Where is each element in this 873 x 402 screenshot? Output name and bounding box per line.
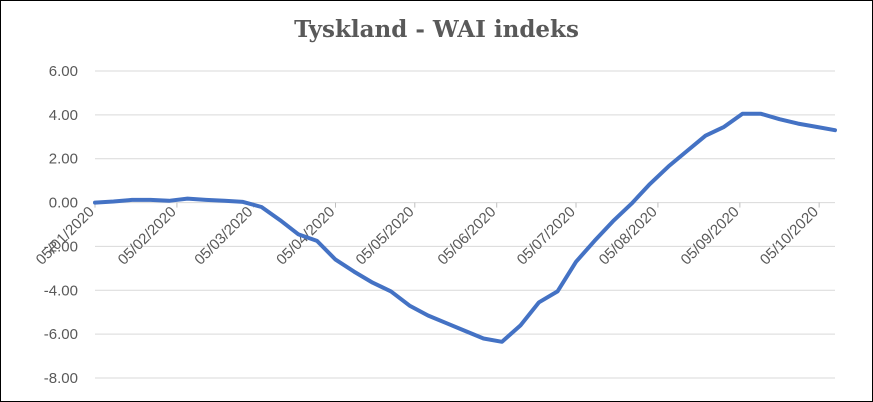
x-tick-label: 05/03/2020: [191, 203, 256, 268]
x-tick-label: 05/05/2020: [353, 203, 418, 268]
x-tick-label: 05/07/2020: [514, 203, 579, 268]
y-tick-label: -2.00: [44, 238, 78, 255]
y-tick-label: 6.00: [49, 63, 78, 80]
x-tick-label: 05/01/2020: [33, 203, 98, 268]
chart-title: Tyskland - WAI indeks: [294, 16, 579, 43]
x-tick-label: 05/06/2020: [434, 203, 499, 268]
y-tick-label: -8.00: [44, 370, 78, 387]
x-tick-label: 05/08/2020: [596, 203, 661, 268]
y-tick-label: 0.00: [49, 195, 78, 212]
y-tick-label: 2.00: [49, 151, 78, 168]
y-tick-label: 4.00: [49, 107, 78, 124]
y-tick-label: -6.00: [44, 326, 78, 343]
series-line: [93, 111, 837, 344]
y-tick-label: -4.00: [44, 282, 78, 299]
x-tick-label: 05/09/2020: [678, 203, 743, 268]
x-tick-label: 05/02/2020: [115, 203, 180, 268]
x-tick-label: 05/10/2020: [757, 203, 822, 268]
